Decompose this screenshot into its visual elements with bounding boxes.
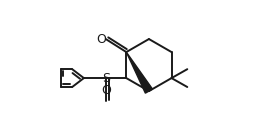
Text: O: O: [97, 33, 107, 45]
Polygon shape: [126, 52, 152, 93]
Text: S: S: [102, 72, 110, 85]
Text: O: O: [101, 84, 111, 97]
